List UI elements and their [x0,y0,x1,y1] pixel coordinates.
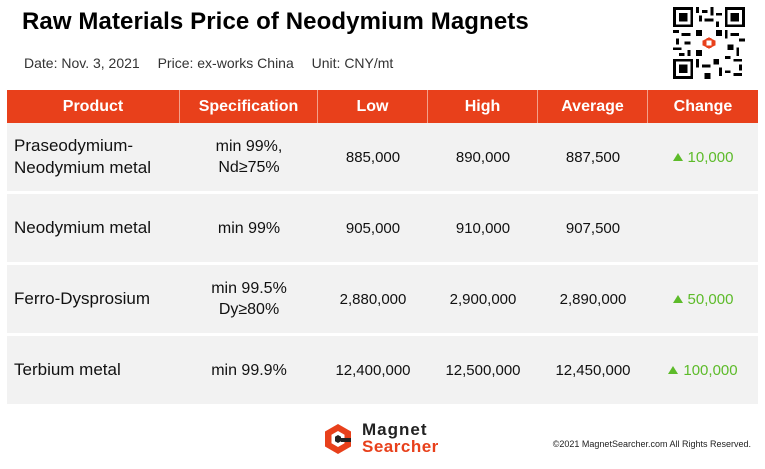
product-cell: Neodymium metal [14,218,151,237]
high-cell: 2,900,000 [449,290,517,308]
price-label: Price: ex-works China [157,55,294,71]
logo-mark-icon [325,424,351,454]
up-arrow-icon [668,365,679,374]
high-cell: 890,000 [455,148,511,166]
specification-cell: min 99%, Nd≥75% [215,138,283,176]
average-cell: 12,450,000 [555,361,631,379]
qr-code-icon [673,7,745,79]
low-cell: 905,000 [345,219,401,237]
header-low: Low [318,90,428,123]
specification-cell: min 99% [217,219,281,237]
change-cell: 100,000 [648,360,758,381]
price-table: Product Specification Low High Average C… [7,90,758,404]
average-cell: 2,890,000 [559,290,627,308]
up-arrow-icon [672,152,683,161]
product-cell: Praseodymium- Neodymium metal [14,136,151,177]
copyright-text: ©2021 MagnetSearcher.com All Rights Rese… [552,439,751,449]
table-row: Ferro-Dysprosium min 99.5% Dy≥80% 2,880,… [7,265,758,333]
low-cell: 12,400,000 [335,361,411,379]
high-cell: 12,500,000 [445,361,521,379]
header-product: Product [7,90,180,123]
header-average: Average [538,90,648,123]
magnet-searcher-logo: Magnet Searcher [322,420,462,458]
header-high: High [428,90,538,123]
specification-cell: min 99.9% [211,361,287,379]
logo-text-line2: Searcher [362,437,439,456]
product-cell: Ferro-Dysprosium [14,289,151,308]
header-change: Change [673,98,733,115]
up-arrow-icon [672,294,683,303]
table-row: Terbium metal min 99.9% 12,400,000 12,50… [7,336,758,404]
table-row: Praseodymium- Neodymium metal min 99%, N… [7,123,758,191]
change-cell: 50,000 [648,289,758,310]
high-cell: 910,000 [455,219,511,237]
low-cell: 2,880,000 [339,290,407,308]
average-cell: 887,500 [565,148,621,166]
subtitle: Date: Nov. 3, 2021 Price: ex-works China… [24,55,407,71]
change-cell: 10,000 [648,147,758,168]
page-title: Raw Materials Price of Neodymium Magnets [22,8,529,35]
header-specification: Specification [180,90,318,123]
date-label: Date: Nov. 3, 2021 [24,55,140,71]
table-row: Neodymium metal min 99% 905,000 910,000 … [7,194,758,262]
average-cell: 907,500 [565,219,621,237]
specification-cell: min 99.5% Dy≥80% [211,280,287,318]
unit-label: Unit: CNY/mt [311,55,394,71]
product-cell: Terbium metal [14,360,121,379]
low-cell: 885,000 [345,148,401,166]
table-header: Product Specification Low High Average C… [7,90,758,123]
logo-text-line1: Magnet [362,420,428,439]
